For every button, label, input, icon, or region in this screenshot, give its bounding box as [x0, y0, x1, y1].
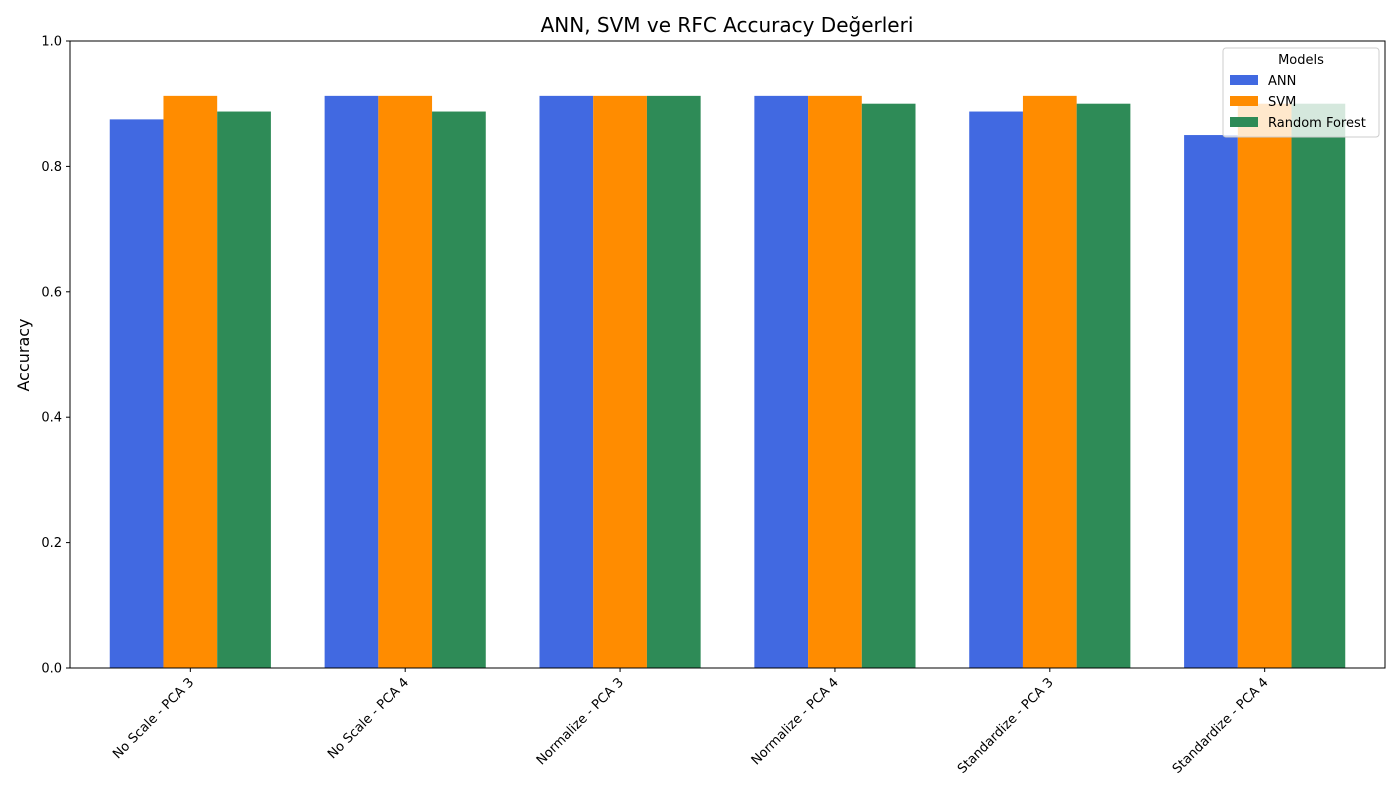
bar-svm-2: [593, 95, 647, 669]
x-tick-label: No Scale - PCA 3: [110, 675, 197, 762]
bar-ann-2: [539, 95, 594, 669]
bar-svm-3: [808, 95, 862, 669]
legend-items: ANN SVM Random Forest: [1230, 74, 1366, 131]
bar-random-forest-1: [432, 111, 486, 669]
x-tick-label: Standardize - PCA 4: [1170, 675, 1272, 777]
legend: Models ANN SVM Random Forest: [1222, 47, 1380, 138]
chart-title: ANN, SVM ve RFC Accuracy Değerleri: [541, 13, 914, 37]
bar-svm-0: [163, 95, 218, 669]
bar-random-forest-0: [217, 111, 271, 669]
x-tick-label: Normalize - PCA 3: [534, 675, 627, 768]
bar-random-forest-5: [1291, 103, 1346, 668]
x-tick-label: Standardize - PCA 3: [955, 675, 1057, 777]
bar-ann-0: [109, 119, 164, 668]
y-tick-label: 0.6: [41, 285, 62, 300]
y-axis-label: Accuracy: [14, 318, 33, 391]
bar-random-forest-2: [646, 95, 701, 669]
legend-swatch-ann: [1230, 75, 1258, 85]
legend-label: SVM: [1268, 95, 1296, 110]
y-tick-label: 1.0: [41, 35, 62, 50]
legend-swatch-svm: [1230, 96, 1258, 106]
y-axis: 0.0 0.2 0.4 0.6 0.8 1.0: [41, 35, 70, 677]
legend-label: ANN: [1268, 74, 1296, 89]
bar-random-forest-4: [1076, 103, 1131, 668]
bar-random-forest-3: [861, 103, 916, 668]
bar-svm-5: [1237, 103, 1292, 668]
legend-title: Models: [1278, 53, 1324, 68]
bars-group: [109, 95, 1346, 669]
x-tick-label: Normalize - PCA 4: [749, 675, 842, 768]
bar-ann-3: [754, 95, 809, 669]
y-tick-label: 0.8: [41, 160, 62, 175]
bar-svm-4: [1022, 95, 1077, 669]
legend-swatch-random-forest: [1230, 117, 1258, 127]
bar-svm-1: [378, 95, 433, 669]
bar-ann-4: [969, 111, 1023, 669]
bar-ann-5: [1184, 135, 1238, 669]
y-tick-label: 0.0: [41, 662, 62, 677]
bar-ann-1: [324, 95, 379, 669]
plot-frame: [69, 40, 1386, 669]
y-tick-label: 0.2: [41, 536, 62, 551]
x-axis: No Scale - PCA 3 No Scale - PCA 4 Normaliz…: [110, 668, 1272, 777]
y-tick-label: 0.4: [41, 411, 62, 426]
legend-label: Random Forest: [1268, 116, 1366, 131]
x-tick-label: No Scale - PCA 4: [325, 675, 412, 762]
legend-box: [1222, 47, 1380, 138]
